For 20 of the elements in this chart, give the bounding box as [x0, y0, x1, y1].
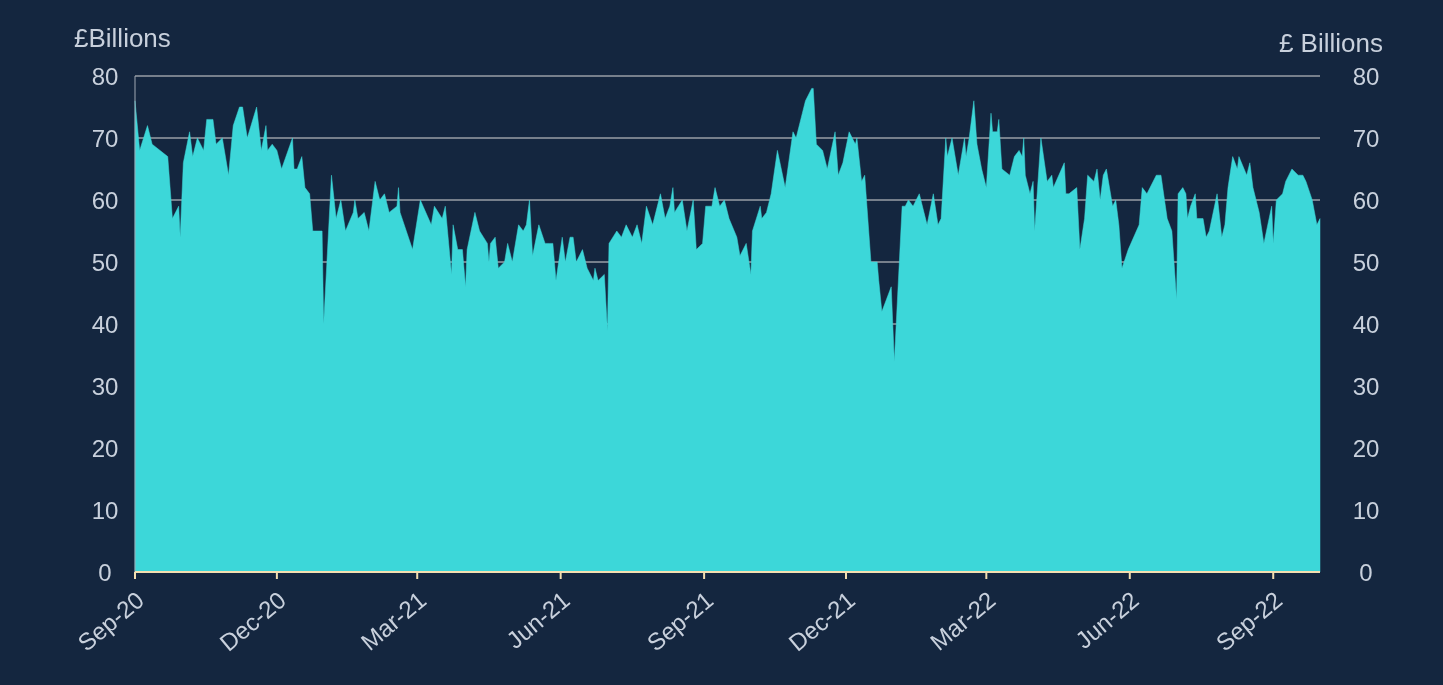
y-tick-label: 0: [98, 558, 112, 586]
y2-axis-title: £ Billions: [1278, 28, 1383, 58]
y-tick-label: 50: [91, 248, 119, 276]
y-tick-label: 40: [91, 310, 119, 338]
y2-tick-label: 50: [1352, 248, 1380, 276]
y-tick-label: 80: [91, 62, 119, 90]
y2-tick-label: 30: [1352, 372, 1380, 400]
y2-tick-label: 70: [1352, 124, 1380, 152]
y2-tick-label: 0: [1359, 558, 1373, 586]
y-tick-label: 60: [91, 186, 119, 214]
y2-tick-label: 80: [1352, 62, 1380, 90]
y2-tick-label: 60: [1352, 186, 1380, 214]
y-tick-label: 10: [91, 496, 119, 524]
y-tick-label: 70: [91, 124, 119, 152]
y-tick-label: 30: [91, 372, 119, 400]
y2-tick-label: 40: [1352, 310, 1380, 338]
y2-tick-label: 20: [1352, 434, 1380, 462]
y-axis-title: £Billions: [74, 23, 171, 53]
y-tick-label: 20: [91, 434, 119, 462]
y2-tick-label: 10: [1352, 496, 1380, 524]
